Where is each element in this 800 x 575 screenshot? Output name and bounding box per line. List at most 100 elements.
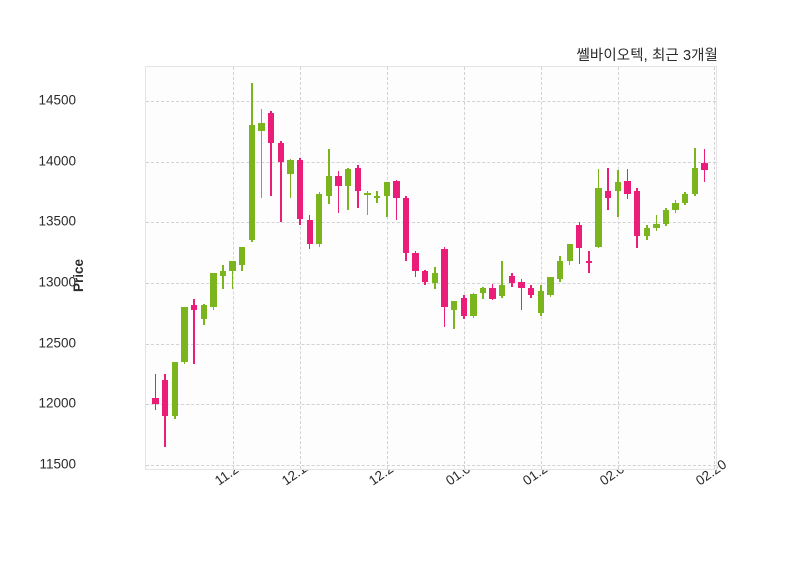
candle-body — [441, 248, 448, 308]
candle-wick — [289, 159, 292, 199]
candle-wick — [222, 264, 224, 289]
candle-wick — [617, 170, 619, 218]
candle-body — [585, 261, 593, 264]
gridline-vertical — [300, 67, 302, 469]
candle-body — [219, 270, 227, 276]
candle-body — [528, 287, 535, 296]
candle-body — [576, 224, 583, 248]
candle-body — [239, 246, 246, 265]
gridline-horizontal — [146, 161, 716, 163]
y-tick-label-5: 14000 — [38, 153, 76, 169]
candle-wick — [154, 373, 157, 411]
gridline-vertical — [463, 67, 465, 469]
candle-body — [393, 181, 400, 199]
plot-area — [145, 66, 717, 470]
y-tick-label-2: 12500 — [38, 335, 76, 351]
candle-body — [181, 307, 188, 362]
candle-body — [614, 182, 622, 191]
grid-lines — [146, 67, 716, 469]
candle-body — [489, 287, 496, 299]
candle-body — [354, 167, 362, 191]
candle-body — [152, 398, 159, 405]
candle-body — [268, 113, 275, 144]
y-tick-label-6: 14500 — [38, 92, 76, 108]
candle-body — [248, 125, 256, 241]
candle-body — [190, 304, 198, 310]
candle-wick — [366, 190, 369, 215]
candle-body — [383, 182, 390, 196]
candle-wick — [655, 215, 658, 231]
gridline-horizontal — [146, 100, 716, 102]
candle-body — [643, 228, 650, 236]
candle-body — [691, 167, 699, 195]
y-tick-label-4: 13500 — [38, 213, 76, 229]
candle-body — [258, 122, 265, 132]
candle-wick — [395, 179, 398, 220]
candle-wick — [385, 182, 388, 218]
gridline-horizontal — [146, 404, 716, 406]
gridline-horizontal — [146, 464, 716, 466]
candle-body — [595, 188, 602, 247]
candle-wick — [231, 261, 234, 289]
gridline-vertical — [540, 67, 542, 469]
candle-body — [701, 162, 708, 171]
candle-body — [162, 380, 169, 417]
candle-body — [335, 176, 342, 186]
candle-wick — [607, 167, 610, 211]
candle-body — [287, 160, 294, 174]
candle-body — [479, 287, 487, 293]
candle-body — [547, 276, 554, 296]
gridline-vertical — [617, 67, 619, 469]
candle-body — [470, 293, 477, 316]
candle-body — [422, 270, 429, 282]
candle-body — [306, 219, 313, 245]
candle-body — [229, 261, 236, 271]
gridline-horizontal — [146, 222, 716, 224]
candle-body — [412, 252, 419, 271]
candle-body — [345, 168, 352, 186]
candle-body — [662, 210, 670, 224]
gridline-vertical — [714, 67, 716, 469]
candle-wick — [260, 109, 263, 199]
candle-wick — [347, 167, 350, 211]
candle-body — [450, 301, 458, 310]
candle-wick — [270, 110, 272, 196]
candle-body — [277, 143, 284, 162]
candle-series — [146, 67, 716, 469]
candle-wick — [337, 171, 340, 213]
candle-body — [633, 190, 641, 236]
candle-body — [431, 273, 439, 283]
candle-body — [499, 285, 506, 297]
candle-wick — [501, 261, 504, 298]
candle-body — [316, 194, 323, 245]
candle-body — [210, 273, 217, 308]
candle-body — [672, 202, 679, 211]
candle-body — [653, 223, 660, 229]
candle-wick — [280, 141, 282, 223]
gridline-horizontal — [146, 282, 716, 284]
candle-wick — [520, 279, 523, 310]
candle-body — [566, 244, 573, 262]
chart-title: 쎌바이오텍, 최근 3개월 — [576, 48, 718, 64]
candle-body — [624, 181, 631, 195]
candle-body — [373, 195, 381, 199]
y-tick-label-1: 12000 — [38, 395, 76, 411]
candle-body — [682, 194, 689, 203]
candle-wick — [482, 286, 484, 299]
candle-body — [508, 275, 516, 283]
candle-wick — [193, 298, 195, 365]
candle-body — [296, 160, 304, 219]
y-tick-label-3: 13000 — [38, 274, 76, 290]
candle-body — [605, 190, 612, 198]
candle-body — [460, 297, 467, 316]
candle-body — [200, 304, 207, 320]
candle-body — [518, 281, 525, 288]
candle-body — [171, 361, 179, 417]
candle-body — [537, 291, 544, 314]
gridline-horizontal — [146, 343, 716, 345]
candle-body — [402, 198, 410, 253]
candle-body — [556, 261, 564, 280]
candle-wick — [453, 301, 455, 330]
candle-body — [325, 176, 333, 196]
